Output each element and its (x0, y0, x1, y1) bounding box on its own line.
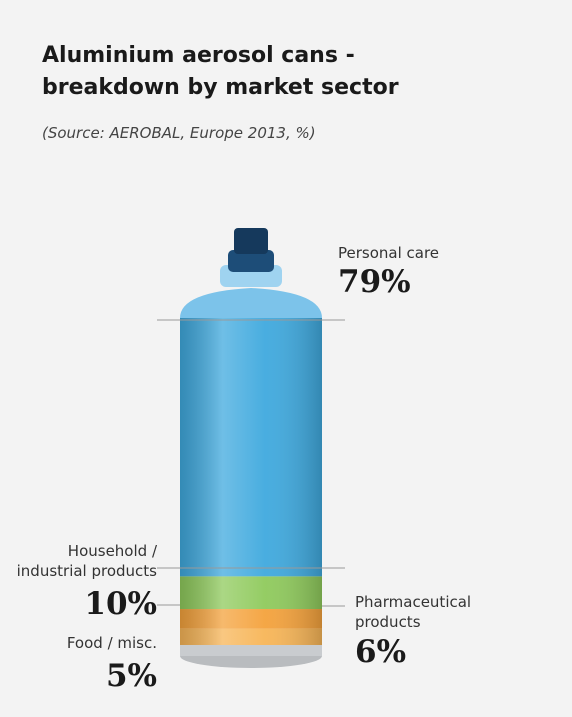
value-label: 10% (84, 586, 157, 622)
can-dome (180, 288, 322, 318)
segment-shade (180, 628, 322, 645)
title: Aluminium aerosol cans - breakdown by ma… (42, 43, 399, 100)
value-label: 79% (338, 264, 411, 300)
category-label: Household / industrial products (16, 542, 157, 580)
segment-shade (180, 576, 322, 610)
value-label: 6% (355, 634, 407, 670)
category-label: Personal care (338, 244, 440, 262)
category-label: Food / misc. (66, 634, 157, 652)
nozzle (234, 228, 268, 254)
subtitle: (Source: AEROBAL, Europe 2013, %) (42, 124, 316, 142)
segment-shade (180, 609, 322, 629)
value-label: 5% (105, 658, 157, 694)
category-label: Pharmaceutical products (355, 593, 472, 631)
segment-shade (180, 318, 322, 577)
nozzle-base (228, 250, 274, 272)
